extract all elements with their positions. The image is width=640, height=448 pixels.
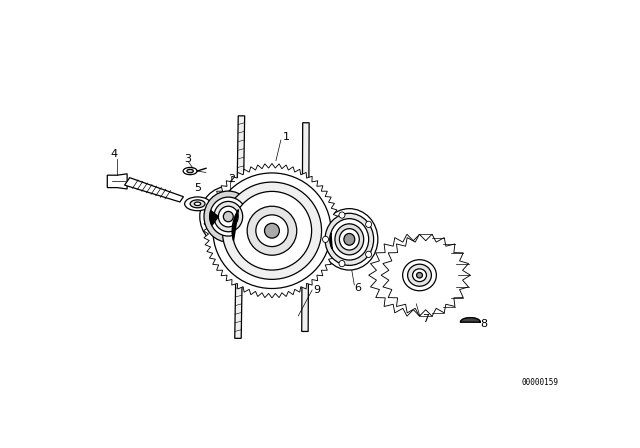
Ellipse shape [339, 212, 345, 218]
Polygon shape [460, 318, 480, 322]
Ellipse shape [413, 269, 426, 282]
Ellipse shape [218, 206, 238, 227]
Ellipse shape [256, 215, 288, 246]
Polygon shape [381, 234, 470, 316]
Ellipse shape [222, 182, 321, 280]
Ellipse shape [210, 197, 247, 236]
Ellipse shape [339, 261, 345, 267]
Ellipse shape [330, 219, 369, 260]
Ellipse shape [365, 251, 372, 258]
Text: 1: 1 [282, 132, 289, 142]
Polygon shape [369, 234, 458, 316]
Ellipse shape [321, 209, 378, 270]
Text: 00000159: 00000159 [522, 378, 559, 387]
Text: 7: 7 [422, 314, 429, 324]
Ellipse shape [213, 173, 331, 289]
Text: 5: 5 [195, 183, 202, 193]
Ellipse shape [365, 221, 372, 228]
Polygon shape [301, 123, 309, 332]
Ellipse shape [417, 272, 422, 278]
Ellipse shape [339, 228, 359, 250]
Text: 6: 6 [355, 283, 361, 293]
Ellipse shape [325, 213, 374, 265]
Ellipse shape [200, 186, 257, 247]
Ellipse shape [183, 168, 197, 175]
Ellipse shape [204, 191, 253, 242]
Text: 9: 9 [313, 285, 320, 295]
Polygon shape [330, 233, 332, 249]
Ellipse shape [344, 233, 355, 245]
Ellipse shape [187, 169, 193, 173]
Polygon shape [232, 210, 239, 241]
Polygon shape [210, 211, 218, 225]
Ellipse shape [190, 200, 205, 208]
Ellipse shape [247, 206, 297, 255]
Ellipse shape [335, 224, 364, 255]
Ellipse shape [264, 223, 280, 238]
Text: 3: 3 [184, 154, 191, 164]
Text: 4: 4 [110, 149, 117, 159]
Ellipse shape [214, 202, 243, 232]
Polygon shape [204, 164, 340, 298]
Ellipse shape [323, 236, 328, 242]
Polygon shape [125, 178, 184, 202]
Ellipse shape [223, 211, 233, 222]
Ellipse shape [408, 264, 431, 286]
Ellipse shape [232, 191, 312, 270]
Ellipse shape [185, 197, 211, 211]
Polygon shape [108, 174, 127, 189]
Text: 8: 8 [481, 319, 488, 329]
Ellipse shape [403, 260, 436, 291]
Ellipse shape [195, 202, 201, 206]
Text: 2: 2 [228, 174, 235, 184]
Polygon shape [235, 116, 244, 338]
